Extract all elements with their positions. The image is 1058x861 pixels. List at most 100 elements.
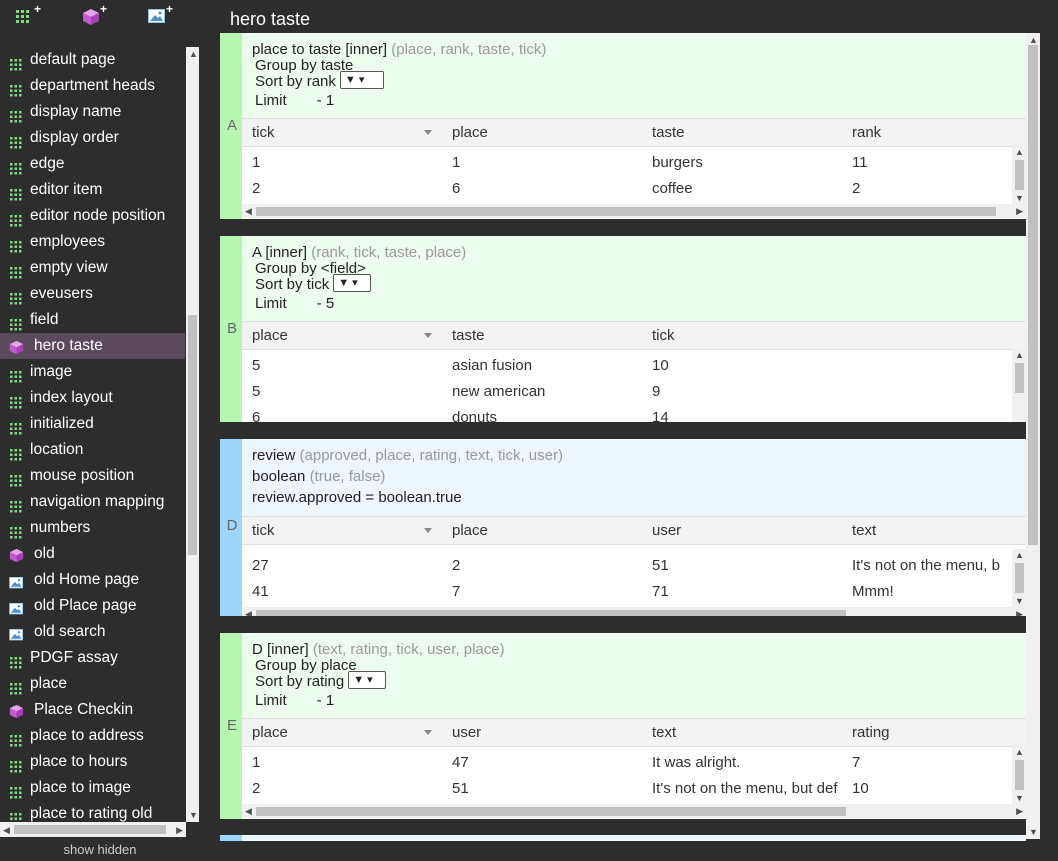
scroll-down-icon[interactable]: ▼: [189, 810, 198, 820]
scroll-down-icon[interactable]: ▼: [1015, 596, 1024, 606]
sidebar-item[interactable]: PDGF assay: [0, 645, 185, 671]
column-header[interactable]: place: [452, 124, 488, 141]
scroll-right-icon[interactable]: ▶: [1016, 206, 1023, 216]
sidebar-item[interactable]: old: [0, 541, 185, 567]
table-horizontal-scrollbar[interactable]: ◀ ▶: [242, 804, 1026, 818]
scroll-left-icon[interactable]: ◀: [245, 609, 252, 616]
sidebar-item[interactable]: display order: [0, 125, 185, 151]
column-header[interactable]: place: [252, 724, 288, 741]
table-scroll-thumb[interactable]: [1015, 563, 1024, 593]
show-hidden-button[interactable]: show hidden: [63, 842, 137, 857]
sidebar-item[interactable]: empty view: [0, 255, 185, 281]
sidebar-item[interactable]: initialized: [0, 411, 185, 437]
sort-arrow-icon[interactable]: [424, 130, 432, 135]
sidebar-item[interactable]: old Home page: [0, 567, 185, 593]
sidebar-horizontal-scrollbar[interactable]: ◀ ▶: [0, 822, 186, 837]
table-row[interactable]: 2 51 It's not on the menu, but def 10: [242, 776, 1012, 802]
scroll-left-icon[interactable]: ◀: [245, 206, 252, 216]
table-scroll-thumb[interactable]: [1015, 760, 1024, 790]
sidebar-item[interactable]: default page: [0, 47, 185, 73]
table-vertical-scrollbar[interactable]: ▲▼: [1012, 746, 1026, 804]
sidebar-item[interactable]: place to hours: [0, 749, 185, 775]
sidebar-item[interactable]: place to address: [0, 723, 185, 749]
sidebar-item[interactable]: old search: [0, 619, 185, 645]
scroll-up-icon[interactable]: ▲: [1015, 350, 1024, 360]
table-scroll-thumb[interactable]: [1015, 363, 1024, 393]
query-card-b[interactable]: B A [inner] (rank, tick, taste, place) G…: [220, 236, 1026, 422]
sort-arrow-icon[interactable]: [424, 528, 432, 533]
sidebar-item[interactable]: old Place page: [0, 593, 185, 619]
filter-expression[interactable]: review.approved = boolean.true: [252, 489, 462, 506]
table-row[interactable]: 6 donuts 14: [242, 405, 1012, 422]
add-ui-button[interactable]: +: [148, 2, 178, 27]
query-card-d[interactable]: D review (approved, place, rating, text,…: [220, 439, 1026, 616]
scroll-left-icon[interactable]: ◀: [3, 825, 10, 835]
sidebar-scroll-thumb[interactable]: [188, 315, 197, 555]
column-header[interactable]: tick: [252, 522, 275, 539]
sort-by-value[interactable]: rank: [306, 73, 336, 90]
table-horizontal-scrollbar[interactable]: ◀ ▶: [242, 607, 1026, 616]
scroll-up-icon[interactable]: ▲: [1015, 550, 1024, 560]
sidebar-item[interactable]: image: [0, 359, 185, 385]
group-by-value[interactable]: taste: [320, 57, 354, 74]
scroll-down-icon[interactable]: ▼: [1029, 827, 1038, 837]
sidebar-item[interactable]: numbers: [0, 515, 185, 541]
sort-by-value[interactable]: rating: [306, 673, 345, 690]
query-card-e[interactable]: E D [inner] (text, rating, tick, user, p…: [220, 633, 1026, 819]
column-header[interactable]: rank: [852, 124, 882, 141]
table-vertical-scrollbar[interactable]: ▲▼: [1012, 549, 1026, 607]
limit-value[interactable]: - 5: [316, 295, 335, 312]
table-row[interactable]: 5 new american 9: [242, 379, 1012, 405]
table-row[interactable]: 1 1 burgers 11: [242, 150, 1012, 176]
sidebar-item[interactable]: place to image: [0, 775, 185, 801]
sidebar-item[interactable]: display name: [0, 99, 185, 125]
scroll-up-icon[interactable]: ▲: [189, 49, 198, 59]
column-header[interactable]: place: [452, 522, 488, 539]
card-title[interactable]: A [inner]: [252, 244, 308, 261]
table-scroll-thumb[interactable]: [1015, 160, 1024, 190]
sidebar-vertical-scrollbar[interactable]: ▲ ▼: [186, 47, 199, 822]
card-title[interactable]: review: [252, 447, 296, 464]
sort-arrow-icon[interactable]: [424, 333, 432, 338]
table-vertical-scrollbar[interactable]: ▲▼: [1012, 146, 1026, 204]
scroll-down-icon[interactable]: ▼: [1015, 793, 1024, 803]
sidebar-item[interactable]: place to rating old: [0, 801, 185, 822]
column-header[interactable]: tick: [652, 327, 675, 344]
sort-direction-dropdown[interactable]: ▼ ▾: [339, 71, 384, 90]
sidebar-item[interactable]: place: [0, 671, 185, 697]
sidebar-item[interactable]: navigation mapping: [0, 489, 185, 515]
sidebar-item[interactable]: editor node position: [0, 203, 185, 229]
limit-value[interactable]: - 1: [316, 692, 335, 709]
add-table-button[interactable]: +: [16, 2, 46, 27]
sidebar-item[interactable]: department heads: [0, 73, 185, 99]
column-header[interactable]: tick: [252, 124, 275, 141]
column-header[interactable]: taste: [652, 124, 685, 141]
join-table-title[interactable]: boolean: [252, 468, 306, 485]
scroll-down-icon[interactable]: ▼: [1015, 193, 1024, 203]
table-row[interactable]: 1 47 It was alright. 7: [242, 750, 1012, 776]
scroll-left-icon[interactable]: ◀: [245, 806, 252, 816]
sidebar-hscroll-thumb[interactable]: [14, 825, 166, 834]
column-header[interactable]: taste: [452, 327, 485, 344]
card-title[interactable]: D [inner]: [252, 641, 309, 658]
sidebar-item[interactable]: index layout: [0, 385, 185, 411]
scroll-up-icon[interactable]: ▲: [1015, 747, 1024, 757]
column-header[interactable]: rating: [852, 724, 890, 741]
sidebar-item[interactable]: hero taste: [0, 333, 185, 359]
sort-arrow-icon[interactable]: [424, 730, 432, 735]
sidebar-item[interactable]: editor item: [0, 177, 185, 203]
group-by-value[interactable]: <field>: [320, 260, 366, 277]
scroll-up-icon[interactable]: ▲: [1029, 35, 1038, 45]
main-scroll-thumb[interactable]: [1028, 45, 1038, 545]
sidebar-item[interactable]: mouse position: [0, 463, 185, 489]
table-row[interactable]: 2 6 coffee 2: [242, 176, 1012, 202]
table-row[interactable]: 41 7 71 Mmm!: [242, 579, 1012, 605]
scroll-right-icon[interactable]: ▶: [1016, 806, 1023, 816]
sidebar-item[interactable]: eveusers: [0, 281, 185, 307]
sidebar-item[interactable]: employees: [0, 229, 185, 255]
sort-by-value[interactable]: tick: [306, 276, 330, 293]
column-header[interactable]: user: [452, 724, 482, 741]
main-vertical-scrollbar[interactable]: ▲ ▼: [1026, 33, 1040, 839]
table-horizontal-scrollbar[interactable]: ◀ ▶: [242, 204, 1026, 218]
column-header[interactable]: user: [652, 522, 682, 539]
